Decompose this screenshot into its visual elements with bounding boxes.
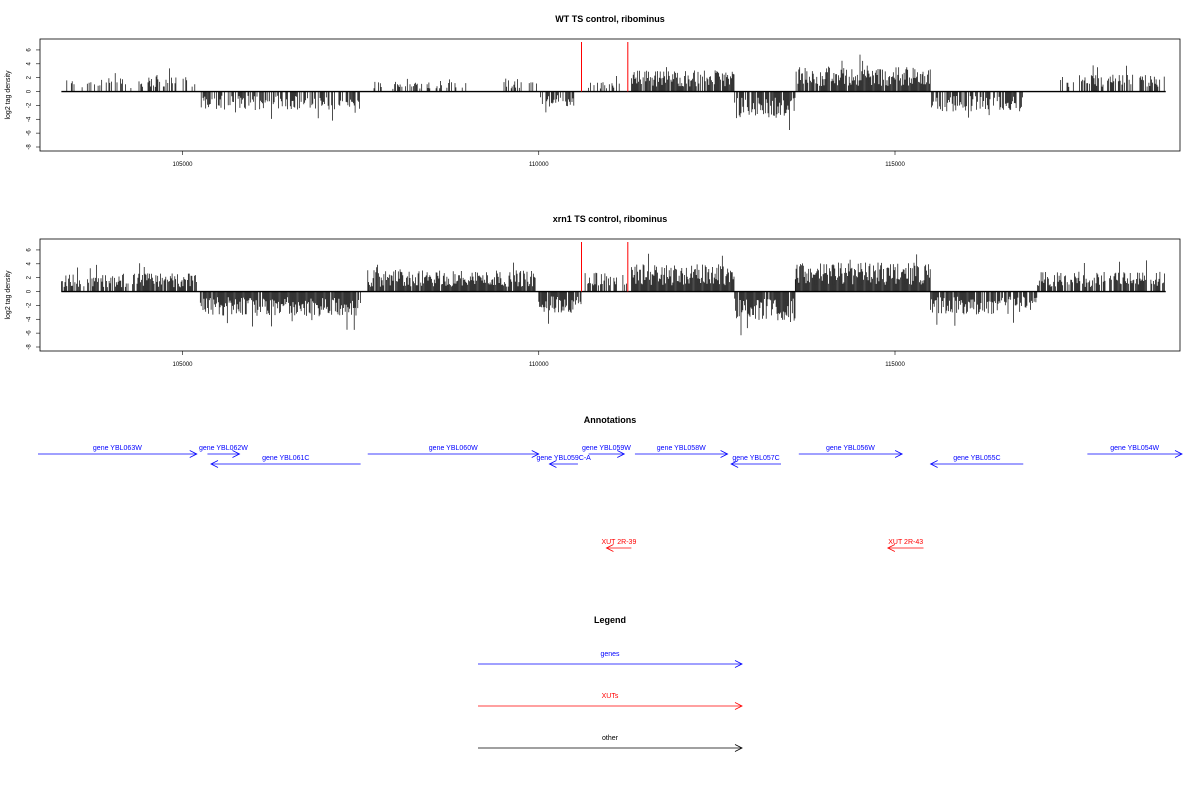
coverage-bar-series	[61, 253, 1165, 336]
y-tick-label: -6	[27, 130, 33, 136]
y-tick-label: -4	[27, 316, 33, 322]
y-tick-label: -8	[27, 144, 33, 150]
y-tick-label: 2	[27, 75, 33, 79]
legend-arrow-other	[478, 744, 743, 752]
gene-arrow	[730, 460, 781, 468]
gene-label: gene YBL054W	[1110, 445, 1159, 452]
gene-label: gene YBL056W	[826, 445, 875, 452]
legend-title: Legend	[594, 615, 626, 625]
gene-label: gene YBL061C	[262, 455, 309, 462]
xrn1-y-axis: 6 4 2 0 -2 -4 -6 -8	[27, 248, 40, 350]
legend-label: genes	[600, 651, 620, 658]
legend-label: other	[602, 735, 619, 742]
gene-label: gene YBL062W	[199, 445, 248, 452]
gene-label: gene YBL059C-A	[537, 455, 592, 462]
legend: Legend genes XUTs other	[478, 615, 743, 752]
gene-arrow	[207, 450, 241, 458]
wt-position-markers	[581, 42, 629, 92]
xrn1-x-axis: 105000 110000 115000	[172, 351, 905, 368]
y-tick-label: 2	[27, 275, 33, 279]
legend-items: genes XUTs other	[478, 651, 743, 752]
gene-arrow	[634, 450, 729, 458]
gene-label: gene YBL057C	[732, 455, 779, 462]
x-tick-label: 110000	[529, 362, 549, 368]
gene-arrow	[588, 450, 626, 458]
xut-arrow	[605, 544, 632, 552]
y-tick-label: 6	[27, 248, 33, 252]
xrn1-position-markers	[581, 242, 629, 292]
y-tick-label: -2	[27, 302, 33, 308]
gene-label: gene YBL055C	[953, 455, 1000, 462]
xrn1-coverage-bars	[61, 253, 1165, 336]
gene-arrow	[1087, 450, 1183, 458]
x-tick-label: 115000	[885, 362, 905, 368]
coverage-bar-series	[66, 54, 1165, 130]
y-tick-label: 0	[27, 89, 33, 93]
gene-arrow	[929, 460, 1024, 468]
annotations-track: Annotations gene YBL063W gene YBL062Wgene…	[38, 415, 1183, 552]
wt-plot-frame	[39, 38, 1181, 152]
gene-arrow	[38, 450, 198, 458]
gene-arrow	[798, 450, 904, 458]
gene-arrow	[548, 460, 578, 468]
wt-y-axis-label: log2 tag density	[5, 70, 12, 120]
x-tick-label: 110000	[529, 162, 549, 168]
gene-label: gene YBL059W	[582, 445, 631, 452]
y-tick-label: -8	[27, 344, 33, 350]
y-tick-label: -6	[27, 330, 33, 336]
gene-label: gene YBL058W	[657, 445, 706, 452]
wt-x-axis: 105000 110000 115000	[172, 151, 905, 168]
gene-arrow	[210, 460, 361, 468]
annotations-title: Annotations	[584, 415, 637, 425]
wt-panel-title: WT TS control, ribominus	[555, 14, 665, 24]
wt-coverage-bars	[66, 54, 1165, 130]
wt-y-axis: 6 4 2 0 -2 -4 -6 -8	[27, 48, 40, 150]
y-tick-label: 6	[27, 48, 33, 52]
legend-arrow-genes	[478, 660, 743, 668]
x-tick-label: 115000	[885, 162, 905, 168]
xut-features: XUT 2R-39 XUT 2R-43	[601, 539, 924, 552]
gene-arrow	[367, 450, 540, 458]
legend-arrow-XUTs	[478, 702, 743, 710]
gene-features: gene YBL063W gene YBL062W gene YBL061C gene…	[38, 445, 1183, 468]
xut-label: XUT 2R-39	[601, 539, 636, 546]
gene-label: gene YBL060W	[429, 445, 478, 452]
y-tick-label: -2	[27, 102, 33, 108]
y-tick-label: -4	[27, 116, 33, 122]
y-tick-label: 4	[27, 61, 33, 65]
xut-label: XUT 2R-43	[888, 539, 923, 546]
xrn1-y-axis-label: log2 tag density	[5, 270, 12, 320]
x-tick-label: 105000	[172, 162, 193, 168]
xrn1-coverage-panel: xrn1 TS control, ribominus log2 tag dens…	[5, 214, 1181, 368]
y-tick-label: 4	[27, 261, 33, 265]
x-tick-label: 105000	[172, 362, 193, 368]
legend-label: XUTs	[602, 693, 619, 700]
xrn1-panel-title: xrn1 TS control, ribominus	[553, 214, 668, 224]
gene-label: gene YBL063W	[93, 445, 142, 452]
y-tick-label: 0	[27, 289, 33, 293]
xrn1-plot-frame	[39, 238, 1181, 352]
xut-arrow	[886, 544, 924, 552]
wt-coverage-panel: WT TS control, ribominus log2 tag densit…	[5, 14, 1181, 168]
